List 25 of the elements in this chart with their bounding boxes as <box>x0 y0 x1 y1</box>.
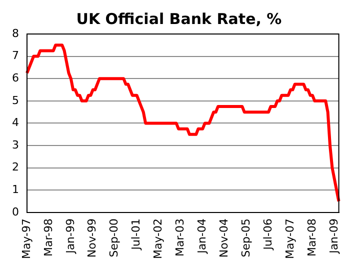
x-tick-label: Sep-05 <box>239 218 252 258</box>
chart-title: UK Official Bank Rate, % <box>75 10 283 28</box>
x-tick-label: Sep-00 <box>108 218 121 258</box>
y-tick-label: 2 <box>12 160 19 174</box>
x-tick-label: Mar-08 <box>305 218 318 257</box>
y-tick-label: 8 <box>12 26 19 40</box>
x-tick-label: Mar-98 <box>42 218 55 257</box>
y-tick-label: 3 <box>12 138 19 152</box>
y-tick-label: 6 <box>12 71 19 84</box>
x-tick-label: Mar-03 <box>174 218 187 257</box>
x-tick-label: Jul-01 <box>130 218 143 251</box>
y-tick-label: 7 <box>12 49 19 62</box>
x-tick-label: Jan-04 <box>196 218 209 254</box>
x-tick-label: Nov-99 <box>86 218 99 258</box>
x-tick-label: May-02 <box>152 218 165 259</box>
x-tick-label: May-07 <box>283 218 296 259</box>
x-tick-label: Jul-06 <box>261 218 274 251</box>
y-tick-label: 4 <box>12 116 19 130</box>
y-tick-label: 0 <box>12 205 19 218</box>
x-tick-label: May-97 <box>20 218 33 259</box>
x-tick-label: Jan-99 <box>64 218 77 254</box>
y-tick-label: 5 <box>12 94 19 107</box>
y-tick-label: 1 <box>12 183 19 196</box>
x-tick-label: Jan-09 <box>327 218 340 254</box>
x-tick-label: Nov-04 <box>217 218 230 258</box>
